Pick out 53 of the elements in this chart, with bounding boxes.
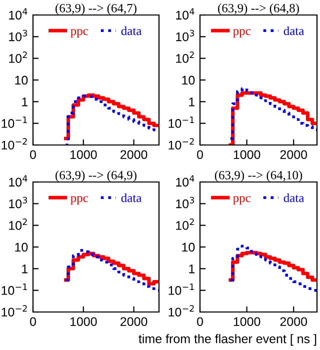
y-tick-label: 1 xyxy=(22,264,28,274)
x-tick-label: 2000 xyxy=(120,317,148,326)
chart-title: (63,9) --> (64,7) xyxy=(56,4,136,15)
x-axis-title: time from the flasher event [ ns ] xyxy=(138,334,316,346)
y-tick-label: 10$^{−1}$ xyxy=(2,116,27,128)
y-tick-label: 10$^{4}$ xyxy=(9,8,28,20)
y-tick-label: 10$^{2}$ xyxy=(9,218,27,230)
legend-label: data xyxy=(121,26,142,36)
legend-label: data xyxy=(121,193,142,202)
x-tick-label: 2000 xyxy=(280,150,308,160)
y-tick-label: 10$^{4}$ xyxy=(176,8,194,20)
y-tick-label: 10 xyxy=(182,76,195,85)
x-tick-label: 0 xyxy=(30,317,36,326)
x-tick-label: 0 xyxy=(30,150,36,160)
chart-title: (63,9) --> (64,8) xyxy=(218,4,299,15)
y-tick-label: 10$^{−2}$ xyxy=(168,305,194,317)
x-tick-label: 0 xyxy=(197,150,203,160)
text: ppc xyxy=(233,29,250,38)
y-tick-label: 10$^{3}$ xyxy=(176,196,194,208)
y-tick-label: 1 xyxy=(189,98,195,106)
y-tick-label: 10$^{2}$ xyxy=(9,51,27,63)
y-tick-label: 10 xyxy=(15,76,28,85)
y-tick-label: 10$^{4}$ xyxy=(9,175,28,187)
y-tick-label: 10$^{4}$ xyxy=(176,175,194,187)
x-tick-label: 1000 xyxy=(234,150,260,160)
y-tick-label: 10$^{−1}$ xyxy=(168,116,194,128)
y-tick-label: 10$^{−2}$ xyxy=(168,138,194,150)
y-tick-label: 10$^{−1}$ xyxy=(2,284,27,295)
legend-label: ppc xyxy=(70,29,88,38)
legend-label: data xyxy=(284,26,304,36)
x-tick-label: 2000 xyxy=(120,150,148,160)
y-tick-label: 10 xyxy=(15,242,28,252)
y-tick-label: 10$^{−1}$ xyxy=(168,284,194,295)
y-tick-label: 10$^{3}$ xyxy=(9,30,28,42)
y-tick-label: 10$^{3}$ xyxy=(9,196,28,208)
chart-title: (63,9) --> (64,10) xyxy=(214,170,302,182)
text: ppc xyxy=(233,196,250,205)
x-tick-label: 1000 xyxy=(70,150,97,160)
y-tick-label: 10 xyxy=(182,242,195,252)
y-tick-label: 10$^{2}$ xyxy=(176,51,194,63)
x-tick-label: 1000 xyxy=(234,317,260,326)
x-tick-label: 0 xyxy=(197,317,203,326)
legend-label: data xyxy=(284,193,304,202)
y-tick-label: 10$^{−2}$ xyxy=(2,138,27,150)
y-tick-label: 1 xyxy=(189,264,195,274)
x-tick-label: 1000 xyxy=(70,317,97,326)
x-tick-label: 2000 xyxy=(280,317,308,326)
y-tick-label: 1 xyxy=(22,98,28,106)
legend-label: ppc xyxy=(70,196,88,205)
y-tick-label: 10$^{3}$ xyxy=(176,30,194,42)
y-tick-label: 10$^{−2}$ xyxy=(2,305,27,317)
chart-title: (63,9) --> (64,9) xyxy=(56,170,136,182)
y-tick-label: 10$^{2}$ xyxy=(176,218,194,230)
